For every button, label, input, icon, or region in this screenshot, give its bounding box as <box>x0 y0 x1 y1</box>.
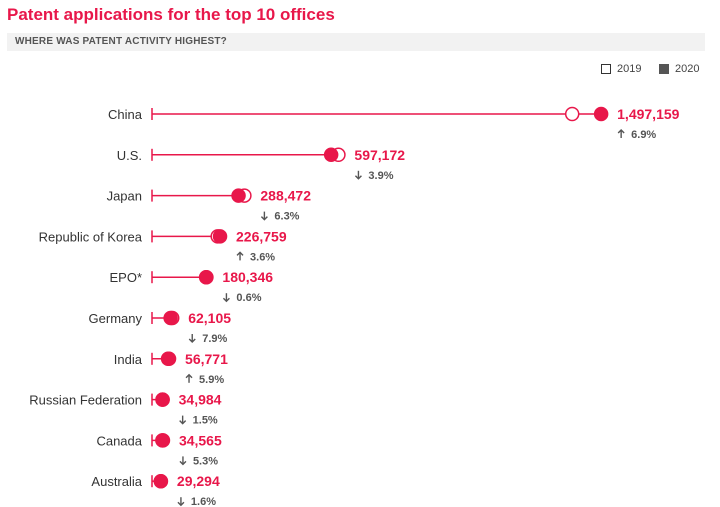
value-label: 56,771 <box>185 351 228 367</box>
arrow-down-head <box>222 297 230 303</box>
change-label: 6.9% <box>631 129 656 141</box>
category-label: Germany <box>89 311 143 326</box>
arrow-down-head <box>179 460 187 466</box>
open-square-icon <box>601 64 611 74</box>
value-label: 1,497,159 <box>617 106 679 122</box>
category-label: Russian Federation <box>29 393 142 408</box>
category-label: China <box>108 107 143 122</box>
arrow-down-head <box>188 338 196 343</box>
value-label: 226,759 <box>236 228 287 244</box>
arrow-up-head <box>236 251 244 256</box>
arrow-down-head <box>179 420 187 425</box>
dot-2020 <box>323 147 339 163</box>
value-label: 180,346 <box>222 269 273 285</box>
value-label: 288,472 <box>260 188 311 204</box>
value-label: 597,172 <box>354 147 405 163</box>
change-label: 0.6% <box>236 292 261 304</box>
dot-2020 <box>163 310 178 326</box>
category-label: Canada <box>96 433 142 448</box>
change-label: 6.3% <box>274 211 299 223</box>
filled-square-icon <box>659 64 669 74</box>
change-label: 1.6% <box>191 496 216 507</box>
arrow-down-head <box>260 216 268 221</box>
legend-label-2020: 2020 <box>675 63 700 75</box>
change-label: 3.6% <box>250 251 275 263</box>
legend-2020: 2020 <box>659 63 699 75</box>
legend-2019: 2019 <box>601 63 641 75</box>
subtitle-band: WHERE WAS PATENT ACTIVITY HIGHEST? <box>7 33 705 51</box>
dot-2020 <box>231 188 246 203</box>
dot-2020 <box>153 473 169 489</box>
arrow-up-head <box>185 373 193 379</box>
dot-2020 <box>198 269 214 285</box>
value-label: 29,294 <box>177 473 220 489</box>
dot-2020 <box>212 229 228 244</box>
category-label: Japan <box>107 189 142 204</box>
arrow-down-head <box>177 501 185 507</box>
category-label: EPO* <box>109 270 142 285</box>
value-label: 62,105 <box>188 310 231 326</box>
change-label: 7.9% <box>202 333 227 345</box>
dot-2020 <box>593 106 609 122</box>
category-label: Australia <box>91 474 142 489</box>
chart-subtitle: WHERE WAS PATENT ACTIVITY HIGHEST? <box>15 36 227 47</box>
category-label: U.S. <box>117 148 142 163</box>
legend-label-2019: 2019 <box>617 63 642 75</box>
arrow-up-head <box>617 129 625 134</box>
category-label: Republic of Korea <box>39 229 143 244</box>
chart-title: Patent applications for the top 10 offic… <box>7 5 335 24</box>
change-label: 5.3% <box>193 455 218 467</box>
value-label: 34,984 <box>179 392 222 408</box>
change-label: 3.9% <box>368 170 393 182</box>
dot-2020 <box>155 433 170 448</box>
change-label: 5.9% <box>199 374 224 386</box>
value-label: 34,565 <box>179 432 222 448</box>
dot-2020 <box>161 351 177 367</box>
arrow-down-head <box>354 175 362 180</box>
dot-2020 <box>155 392 170 407</box>
dot-2019 <box>564 106 580 122</box>
change-label: 1.5% <box>193 415 218 427</box>
category-label: India <box>114 352 143 367</box>
